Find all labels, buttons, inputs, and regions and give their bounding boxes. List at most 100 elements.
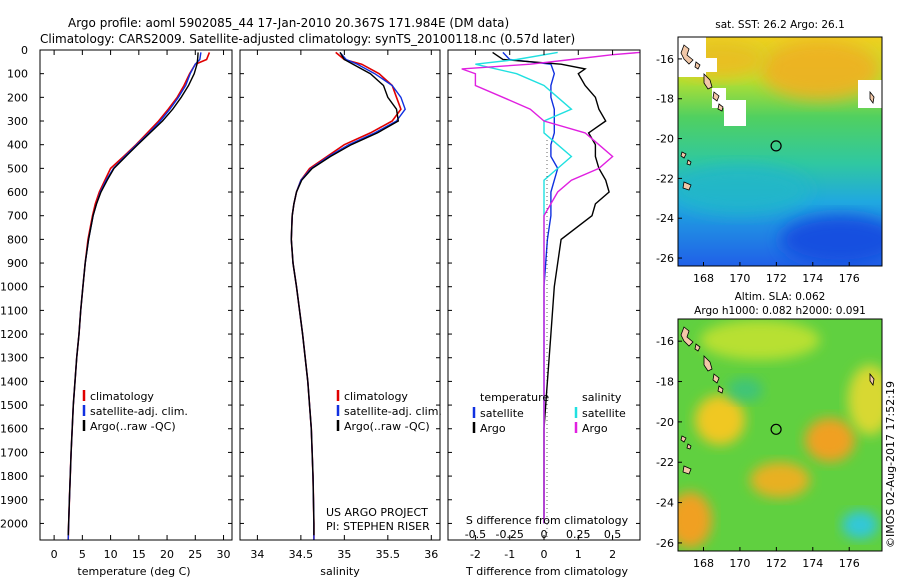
depth-tick-label: 700 <box>7 210 28 223</box>
depth-tick-label: 400 <box>7 139 28 152</box>
sst-cool-patch <box>678 165 810 215</box>
map-lon-tick-label: 168 <box>693 557 714 570</box>
map-lat-tick-label: -22 <box>656 456 674 469</box>
x-tick-label: 10 <box>104 548 118 561</box>
sla-patch-b <box>695 395 745 445</box>
map-lon-tick-label: 176 <box>839 557 860 570</box>
map-lon-tick-label: 174 <box>802 557 823 570</box>
difference-panel: -2 -1 0 1 2 -0.5 -0.25 0 0.25 0.5 S difference fr… <box>447 49 641 578</box>
salinity-diff-tick-label: 0.25 <box>566 528 591 541</box>
x-tick-label: 35.5 <box>376 548 401 561</box>
depth-tick-label: 1600 <box>0 423 28 436</box>
map-lat-tick-label: -26 <box>656 537 674 550</box>
sst-map-ticks: 168 170 172 174 176 -16 -18 -20 -22 -24 -26 <box>656 53 860 285</box>
series-line-climatology <box>67 52 211 540</box>
figure-title-line2: Climatology: CARS2009. Satellite-adjuste… <box>40 32 575 46</box>
salinity-diff-tick-label: -0.5 <box>465 528 486 541</box>
sst-argo-position-marker <box>770 140 782 152</box>
depth-tick-label: 1000 <box>0 281 28 294</box>
x-tick-label: -2 <box>470 548 481 561</box>
x-tick-label: 20 <box>160 548 174 561</box>
series-line-temperature-argo <box>492 51 610 524</box>
sst-map-frame <box>677 36 883 267</box>
salinity-x-ticks: 34 34.5 35 35.5 36 <box>250 50 438 561</box>
sla-patch-f <box>678 492 712 548</box>
sla-patch-c <box>805 418 855 462</box>
project-annotation: US ARGO PROJECT <box>326 506 428 519</box>
sst-land-mask-nw <box>678 37 706 77</box>
x-tick-label: 36 <box>424 548 438 561</box>
salinity-diff-tick-label: 0.5 <box>604 528 622 541</box>
map-lon-tick-label: 176 <box>839 272 860 285</box>
series-line-argo-raw-qc- <box>67 52 199 536</box>
legend-label: satellite-adj. clim. <box>344 405 442 418</box>
depth-y-ticks: 0 100 200 300 400 500 600 700 800 900 1000 1100 1200… <box>0 44 640 530</box>
series-line-salinity-argo <box>461 51 640 524</box>
temperature-x-label: temperature (deg C) <box>77 565 190 578</box>
x-tick-label: 2 <box>609 548 616 561</box>
salinity-panel: 34 34.5 35 35.5 36 salinity climatology satel… <box>239 49 442 578</box>
temperature-legend: climatology satellite-adj. clim. Argo(..ra… <box>82 390 188 433</box>
legend-label: Argo <box>582 422 608 435</box>
sla-argo-position-marker <box>770 423 782 435</box>
temperature-difference-label: T difference from climatology <box>465 565 628 578</box>
x-tick-label: 25 <box>188 548 202 561</box>
sla-coastlines <box>680 326 875 475</box>
sst-map-title: sat. SST: 26.2 Argo: 26.1 <box>715 19 845 31</box>
sla-map-title-line1: Altim. SLA: 0.062 <box>735 291 826 303</box>
sst-land-mask-a <box>705 58 717 72</box>
series-line-salinity-satellite <box>475 51 573 524</box>
map-lat-tick-label: -24 <box>656 212 674 225</box>
sla-map-title-line2: Argo h1000: 0.082 h2000: 0.091 <box>694 305 866 317</box>
depth-tick-label: 1100 <box>0 304 28 317</box>
sla-map-frame <box>677 318 883 552</box>
temperature-axes-frame <box>39 49 233 541</box>
x-tick-label: 34.5 <box>289 548 314 561</box>
depth-tick-label: 1400 <box>0 375 28 388</box>
map-lon-tick-label: 172 <box>766 557 787 570</box>
depth-tick-label: 800 <box>7 233 28 246</box>
sla-map-ticks: 168 170 172 174 176 -16 -18 -20 -22 -24 -26 <box>656 335 860 570</box>
temperature-series-lines <box>67 52 211 540</box>
salinity-difference-label: S difference from climatology <box>466 514 629 527</box>
depth-tick-label: 300 <box>7 115 28 128</box>
imos-credit: ©IMOS 02-Aug-2017 17:52:19 <box>884 381 897 548</box>
sst-land-mask-c <box>724 100 746 126</box>
x-tick-label: 30 <box>217 548 231 561</box>
x-tick-label: 15 <box>132 548 146 561</box>
legend-label: climatology <box>344 390 408 403</box>
difference-legend: temperature salinity satellite Argo satellit… <box>472 391 626 435</box>
legend-label: satellite-adj. clim. <box>90 405 188 418</box>
sst-coastlines <box>680 44 875 191</box>
salinity-series-lines <box>290 51 406 540</box>
x-tick-label: 0 <box>51 548 58 561</box>
salinity-legend: climatology satellite-adj. clim. Argo(..ra… <box>336 390 442 433</box>
sst-warm-patch <box>760 40 880 100</box>
depth-tick-label: 1900 <box>0 494 28 507</box>
sla-patch-h <box>727 378 763 402</box>
series-line-satellite-adj-clim- <box>290 51 406 540</box>
depth-tick-label: 500 <box>7 162 28 175</box>
pi-annotation: PI: STEPHEN RISER <box>326 520 430 533</box>
legend-label: climatology <box>90 390 154 403</box>
map-lon-tick-label: 170 <box>729 272 750 285</box>
map-lat-tick-label: -26 <box>656 252 674 265</box>
sst-cold-patch <box>780 215 882 265</box>
legend-label: satellite <box>480 407 524 420</box>
map-lat-tick-label: -22 <box>656 172 674 185</box>
depth-tick-label: 0 <box>21 44 28 57</box>
sla-patch-g <box>842 511 878 539</box>
depth-tick-label: 2000 <box>0 517 28 530</box>
sla-patch-a <box>700 320 820 360</box>
salinity-axes-frame <box>239 49 441 541</box>
map-lat-tick-label: -18 <box>656 93 674 106</box>
legend-label: Argo <box>480 422 506 435</box>
series-line-argo-raw-qc- <box>290 52 400 536</box>
salinity-x-label: salinity <box>320 565 360 578</box>
x-tick-label: 35 <box>337 548 351 561</box>
sla-map: Altim. SLA: 0.062 Argo h1000: 0.082 h200… <box>656 291 883 570</box>
salinity-diff-tick-label: 0 <box>541 528 548 541</box>
map-lat-tick-label: -20 <box>656 416 674 429</box>
temperature-panel: 0 5 10 15 20 25 30 010020030040050060070080090… <box>0 44 640 578</box>
depth-tick-label: 100 <box>7 68 28 81</box>
